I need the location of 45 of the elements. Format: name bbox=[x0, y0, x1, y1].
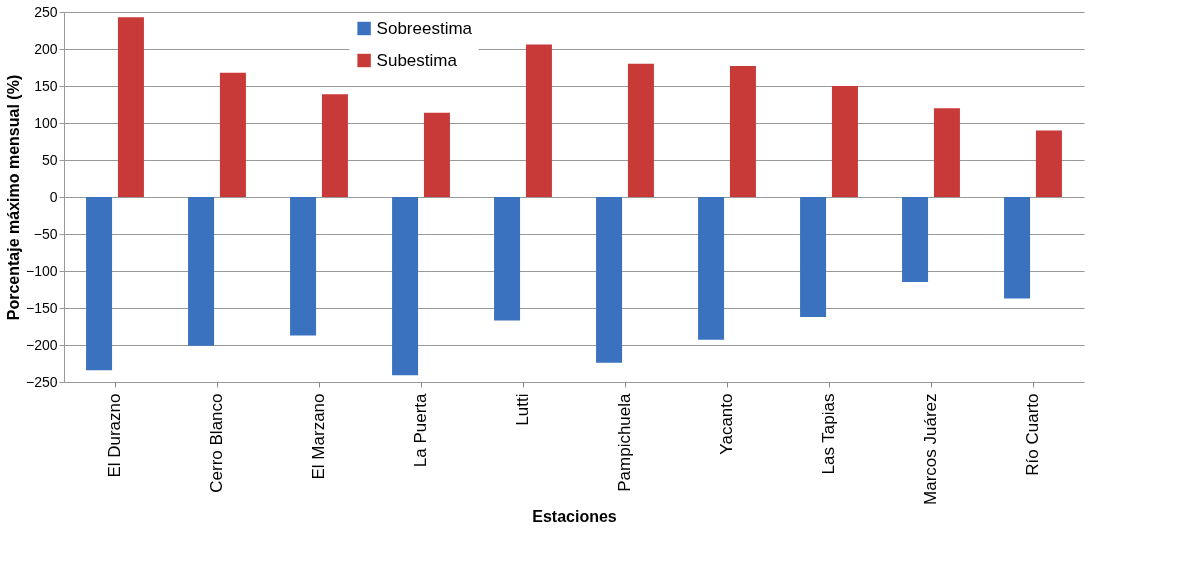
x-tick-label: El Durazno bbox=[105, 393, 124, 478]
y-tick-label: 250 bbox=[34, 3, 58, 20]
bar bbox=[1004, 197, 1031, 299]
bar bbox=[86, 197, 113, 371]
bar bbox=[596, 197, 623, 363]
y-axis-title: Porcentaje máximo mensual (%) bbox=[4, 74, 22, 321]
bar bbox=[117, 17, 144, 197]
x-tick-label: La Puerta bbox=[411, 392, 430, 468]
x-tick-label: Marcos Juárez bbox=[921, 393, 940, 505]
y-tick-label: −200 bbox=[25, 336, 58, 353]
x-axis-title: Estaciones bbox=[532, 507, 617, 525]
bar bbox=[627, 63, 654, 197]
bar bbox=[188, 197, 215, 346]
bar bbox=[800, 197, 827, 317]
x-tick-label: Yacanto bbox=[717, 393, 736, 455]
bar bbox=[831, 86, 858, 197]
bar bbox=[290, 197, 317, 336]
bar bbox=[494, 197, 521, 321]
bar bbox=[1035, 130, 1062, 197]
y-tick-label: −100 bbox=[25, 262, 58, 279]
bar bbox=[933, 108, 960, 197]
bar bbox=[423, 112, 450, 197]
x-tick-label: El Marzano bbox=[309, 393, 328, 480]
legend-label: Subestima bbox=[376, 50, 458, 70]
x-tick-label: Las Tapias bbox=[819, 393, 838, 475]
x-tick-label: Cerro Blanco bbox=[207, 393, 226, 493]
x-tick-label: Lutti bbox=[513, 393, 532, 426]
y-tick-label: 0 bbox=[49, 188, 58, 205]
bar bbox=[698, 197, 725, 340]
y-tick-label: −250 bbox=[25, 373, 58, 390]
bar bbox=[525, 44, 552, 197]
y-tick-label: −50 bbox=[33, 225, 58, 242]
y-tick-label: 150 bbox=[34, 77, 58, 94]
bar bbox=[321, 94, 348, 197]
bar bbox=[392, 197, 419, 376]
bar bbox=[219, 72, 246, 197]
bar bbox=[902, 197, 929, 283]
y-tick-label: −150 bbox=[25, 299, 58, 316]
x-tick-label: Río Cuarto bbox=[1023, 393, 1042, 476]
bar bbox=[729, 66, 756, 197]
y-tick-label: 100 bbox=[34, 114, 58, 131]
x-tick-label: Pampichuela bbox=[615, 392, 634, 492]
y-tick-label: 50 bbox=[41, 151, 58, 168]
y-tick-label: 200 bbox=[34, 40, 58, 57]
legend-label: Sobreestima bbox=[376, 18, 473, 38]
